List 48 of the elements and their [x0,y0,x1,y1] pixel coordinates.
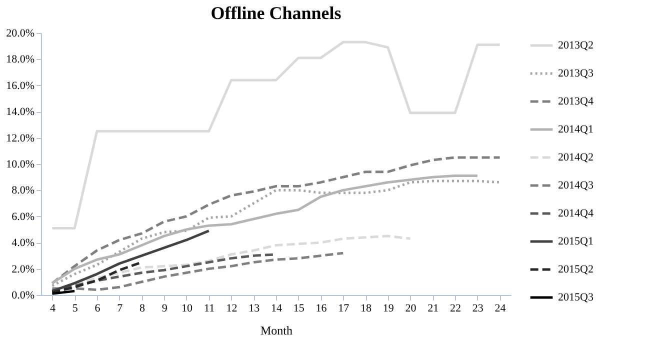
legend-label: 2014Q3 [558,180,594,192]
legend-label: 2013Q4 [558,96,594,108]
line-series [50,40,502,230]
x-axis-title: Month [260,324,293,338]
y-tick-label: 6.0% [12,210,34,223]
x-tick-label: 8 [139,302,146,314]
legend-label: 2013Q3 [558,68,594,80]
x-tick-label: 6 [94,302,101,314]
legend-label: 2015Q2 [558,264,594,276]
legend-label: 2014Q4 [558,208,594,220]
y-tick-label: 12.0% [6,132,34,144]
y-tick-label: 14.0% [6,106,34,118]
x-tick-label: 20 [405,302,417,314]
y-tick-label: 18.0% [6,54,34,66]
line-series [50,156,502,284]
line-series [50,252,344,292]
line-series [50,230,210,292]
x-tick-label: 7 [117,302,124,314]
legend-label: 2015Q3 [558,292,594,304]
y-tick-label: 2.0% [12,263,34,276]
x-tick-label: 22 [450,302,462,314]
chart-title: Offline Channels [210,3,342,23]
x-tick-label: 15 [293,302,305,314]
x-tick-label: 12 [226,302,238,314]
x-tick-label: 4 [50,302,56,314]
y-tick-label: 20.0% [6,28,34,40]
x-tick-label: 16 [316,302,328,314]
y-tick-label: 0.0% [12,290,34,302]
x-tick-label: 13 [248,302,260,314]
x-tick-label: 19 [382,302,394,314]
x-tick-label: 23 [472,302,484,314]
x-tick-label: 10 [181,302,193,314]
y-tick-label: 10.0% [6,158,34,170]
x-tick-label: 14 [271,302,282,314]
legend-label: 2015Q1 [558,236,594,248]
x-tick-label: 24 [494,302,506,314]
legend-label: 2014Q1 [558,124,594,136]
x-tick-label: 17 [338,302,350,314]
x-tick-label: 18 [360,302,372,314]
x-tick-label: 21 [428,302,439,314]
x-tick-label: 9 [162,302,168,314]
x-tick-label: 5 [72,302,78,314]
legend-label: 2013Q2 [558,40,594,52]
legend-label: 2014Q2 [558,152,594,164]
y-tick-label: 16.0% [6,80,34,92]
x-tick-label: 11 [204,302,215,314]
y-tick-label: 8.0% [12,184,34,197]
y-tick-label: 4.0% [12,237,34,250]
